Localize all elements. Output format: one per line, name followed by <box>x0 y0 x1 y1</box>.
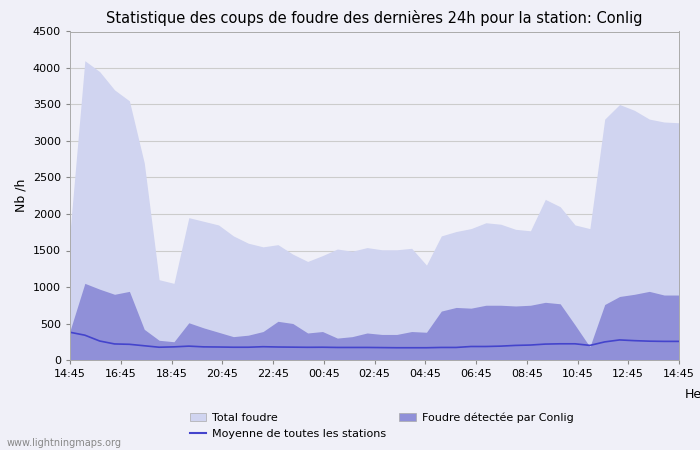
Title: Statistique des coups de foudre des dernières 24h pour la station: Conlig: Statistique des coups de foudre des dern… <box>106 10 643 26</box>
Text: www.lightningmaps.org: www.lightningmaps.org <box>7 438 122 448</box>
Text: Heure: Heure <box>685 388 700 401</box>
Y-axis label: Nb /h: Nb /h <box>14 179 27 212</box>
Legend: Total foudre, Moyenne de toutes les stations, Foudre détectée par Conlig: Total foudre, Moyenne de toutes les stat… <box>186 408 578 443</box>
